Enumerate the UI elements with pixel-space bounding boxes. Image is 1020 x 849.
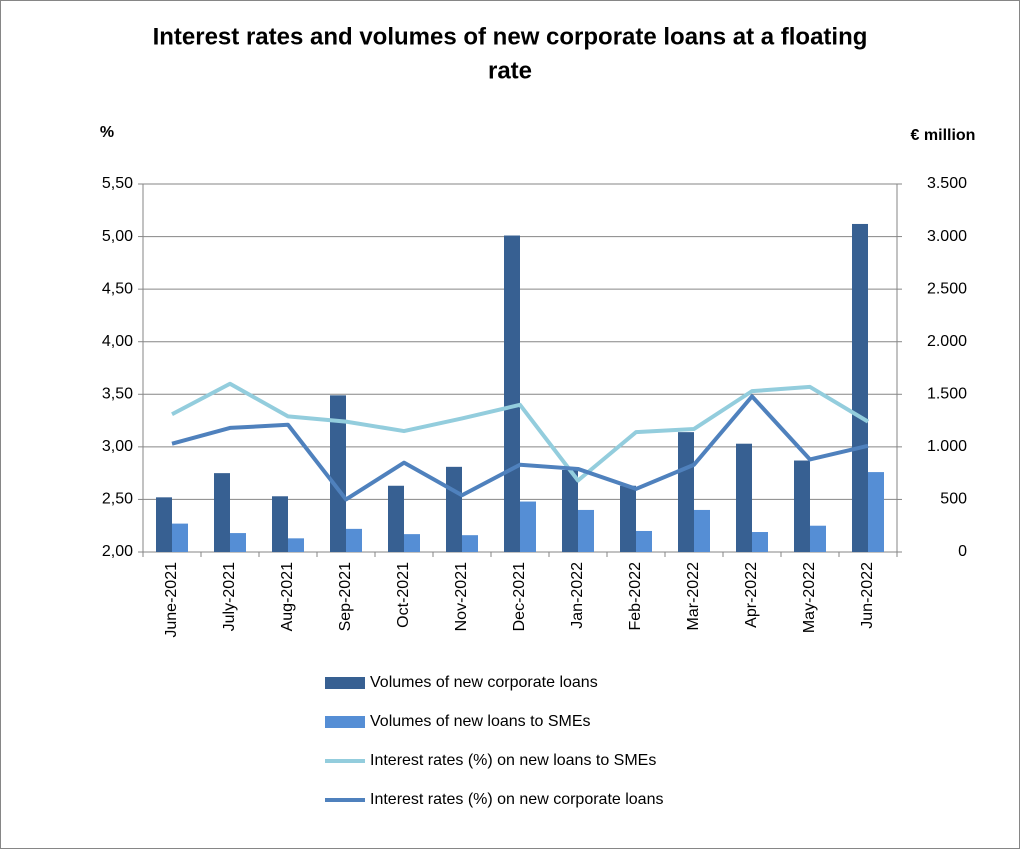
bar [852,223,868,552]
legend-label: Interest rates (%) on new corporate loan… [370,791,663,808]
x-tick-label: Oct-2021 [395,562,412,628]
y2-tick-label: 3.500 [927,175,967,192]
x-tick-label: July-2021 [221,562,238,631]
x-tick-label: May-2022 [801,562,818,633]
bar [794,460,810,552]
y-tick-label: 5,00 [102,228,133,245]
x-tick-label: June-2021 [163,562,180,638]
bar [156,497,172,552]
line [171,381,870,483]
bar [678,432,694,552]
bar [520,501,536,552]
bar [404,534,420,552]
legend-label: Volumes of new corporate loans [370,674,598,691]
y-tick-label: 2,50 [102,491,133,508]
x-tick-label: Aug-2021 [279,562,296,631]
line [171,394,869,502]
bar [694,509,710,552]
y2-tick-label: 2.000 [927,333,967,350]
x-tick-label: Jan-2022 [569,562,586,629]
bar [636,530,652,552]
bar [346,528,362,552]
y2-tick-label: 2.500 [927,280,967,297]
y2-tick-label: 3.000 [927,228,967,245]
y-tick-label: 4,00 [102,333,133,350]
bar [562,469,578,552]
x-tick-label: Nov-2021 [453,562,470,631]
bar [736,443,752,552]
bar [172,523,188,552]
legend-label: Volumes of new loans to SMEs [370,713,591,730]
legend-swatch [325,677,365,689]
bar [388,485,404,552]
bar [230,533,246,552]
bar [868,472,884,552]
y-tick-label: 4,50 [102,280,133,297]
bar [578,509,594,552]
bar [810,525,826,552]
bar [446,466,462,552]
legend-swatch [325,716,365,728]
x-tick-label: Jun-2022 [859,562,876,629]
bar [272,496,288,552]
x-tick-label: Feb-2022 [627,562,644,631]
bar [330,395,346,552]
y-axis-title: % [100,124,114,141]
x-tick-label: Apr-2022 [743,562,760,628]
y2-tick-label: 0 [958,543,967,560]
y-tick-label: 5,50 [102,175,133,192]
y-tick-label: 3,00 [102,438,133,455]
y2-tick-label: 1.500 [927,386,967,403]
bar [288,538,304,552]
y2-axis-title: € million [911,127,976,144]
legend-label: Interest rates (%) on new loans to SMEs [370,752,656,769]
bar [214,473,230,552]
x-tick-label: Mar-2022 [685,562,702,631]
x-tick-label: Sep-2021 [337,562,354,631]
x-tick-label: Dec-2021 [511,562,528,631]
y-tick-label: 2,00 [102,543,133,560]
bar [752,532,768,552]
bar [504,235,520,552]
chart-title: rate [488,57,532,84]
y2-tick-label: 500 [940,491,967,508]
y2-tick-label: 1.000 [927,438,967,455]
chart-title: Interest rates and volumes of new corpor… [153,23,868,50]
bar [462,535,478,552]
y-tick-label: 3,50 [102,386,133,403]
bar [620,485,636,552]
